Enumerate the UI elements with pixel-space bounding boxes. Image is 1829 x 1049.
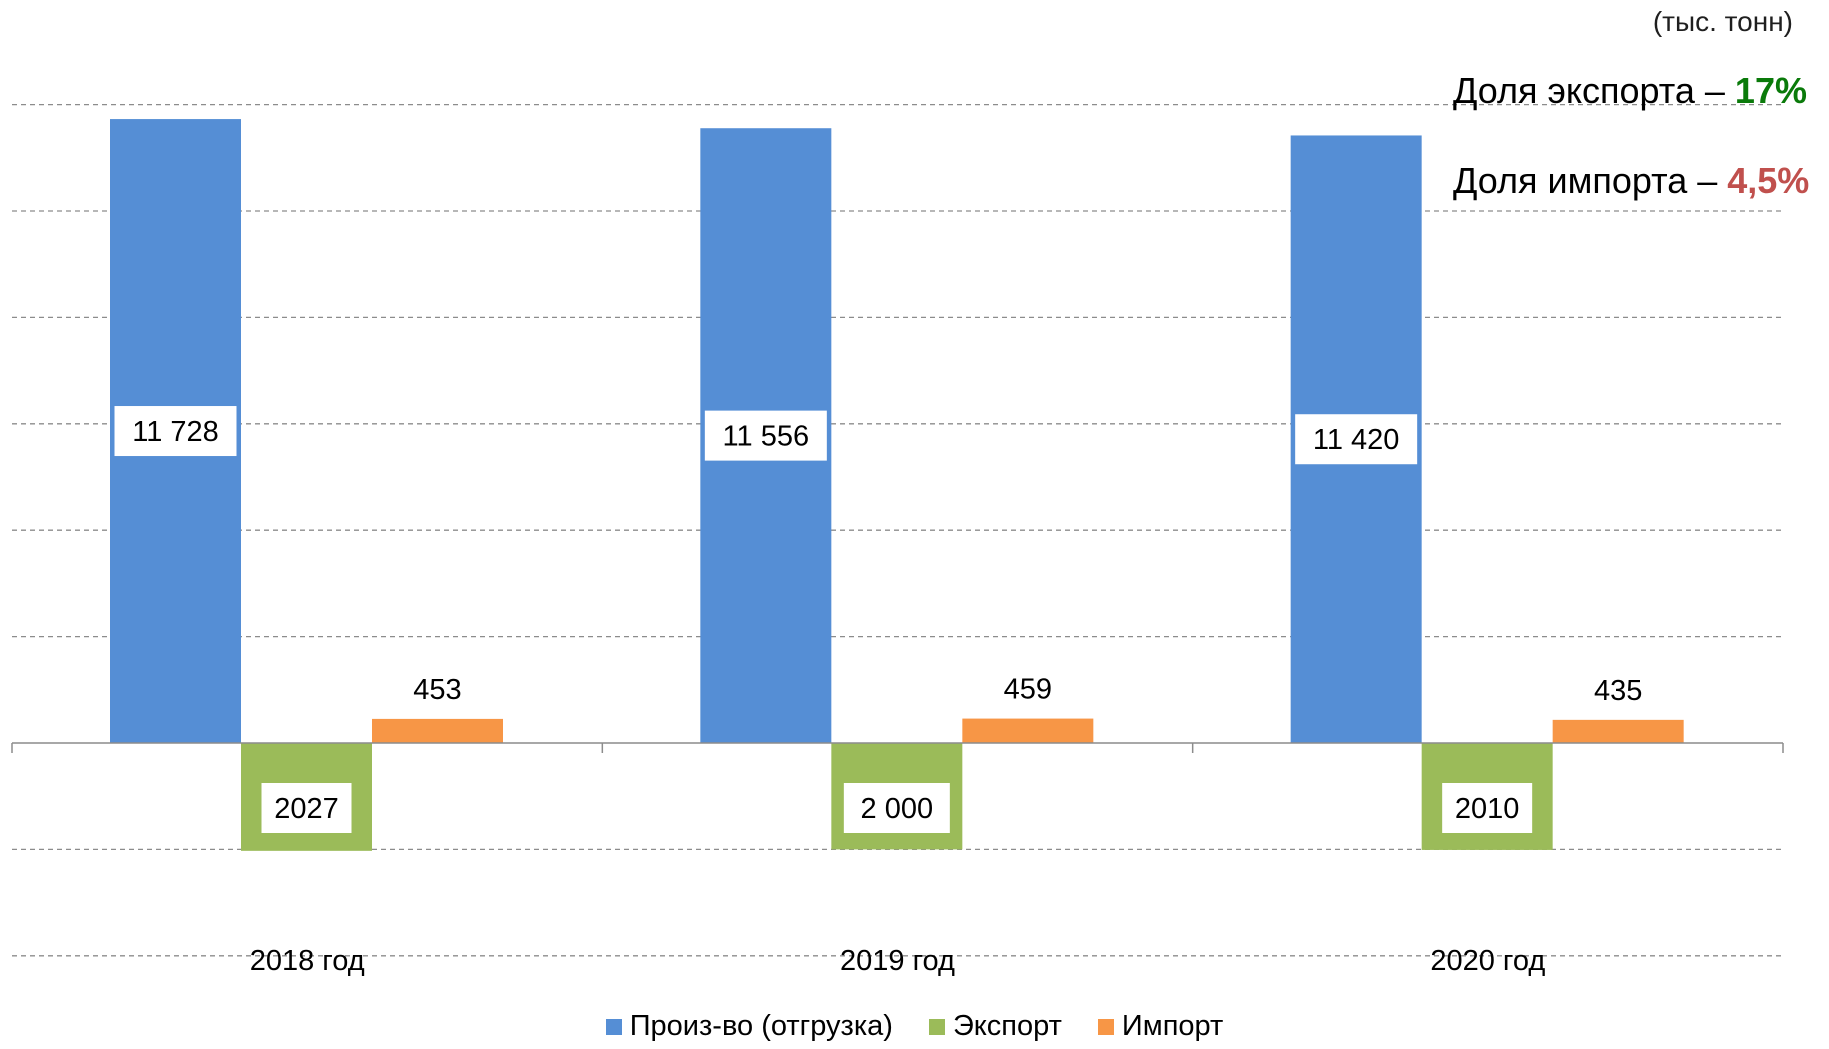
bar-импорт	[962, 718, 1094, 743]
data-label: 11 420	[1313, 424, 1400, 456]
data-label-box	[1295, 414, 1418, 465]
data-label: 2027	[274, 793, 339, 825]
x-tick-label: 2020 год	[1430, 945, 1545, 977]
legend-swatch	[605, 1018, 622, 1035]
data-label-box	[114, 406, 237, 457]
legend-swatch	[928, 1018, 945, 1035]
data-label: 11 556	[723, 421, 810, 453]
data-label-box	[1442, 783, 1533, 833]
export-share: Доля экспорта – 17%	[1453, 70, 1807, 112]
data-label: 435	[1594, 675, 1642, 707]
data-label-box	[704, 410, 827, 461]
legend-swatch	[1097, 1018, 1114, 1035]
legend-label: Импорт	[1121, 1010, 1224, 1042]
bars	[110, 119, 1684, 851]
bar-импорт	[1552, 719, 1684, 743]
legend-item: Импорт	[1097, 1010, 1224, 1043]
import-share: Доля импорта – 4,5%	[1453, 160, 1809, 202]
data-label-box	[261, 783, 352, 833]
export-share-label: Доля экспорта –	[1453, 70, 1735, 111]
units-label: (тыс. тонн)	[1652, 6, 1793, 37]
data-label: 2010	[1455, 793, 1520, 825]
bar-импорт	[372, 718, 503, 743]
x-axis	[11, 742, 1784, 753]
legend-item: Произ-во (отгрузка)	[605, 1010, 893, 1043]
export-share-value: 17%	[1734, 70, 1807, 111]
data-labels: 2018 год 2019 год 2020 год 11 728 2027 453 11 …	[114, 406, 1642, 977]
legend-label: Экспорт	[952, 1010, 1062, 1042]
data-label: 2 000	[861, 793, 934, 825]
data-label: 453	[413, 674, 461, 706]
data-label-box	[843, 783, 950, 833]
data-label: 459	[1004, 674, 1052, 706]
x-tick-label: 2018 год	[250, 945, 365, 977]
data-label: 11 728	[132, 416, 219, 448]
import-share-label: Доля импорта –	[1453, 160, 1728, 201]
x-tick-label: 2019 год	[840, 945, 955, 977]
import-share-value: 4,5%	[1727, 160, 1810, 201]
legend-item: Экспорт	[928, 1010, 1062, 1043]
legend: Произ-во (отгрузка) Экспорт Импорт	[0, 1010, 1829, 1043]
legend-label: Произ-во (отгрузка)	[629, 1010, 893, 1042]
